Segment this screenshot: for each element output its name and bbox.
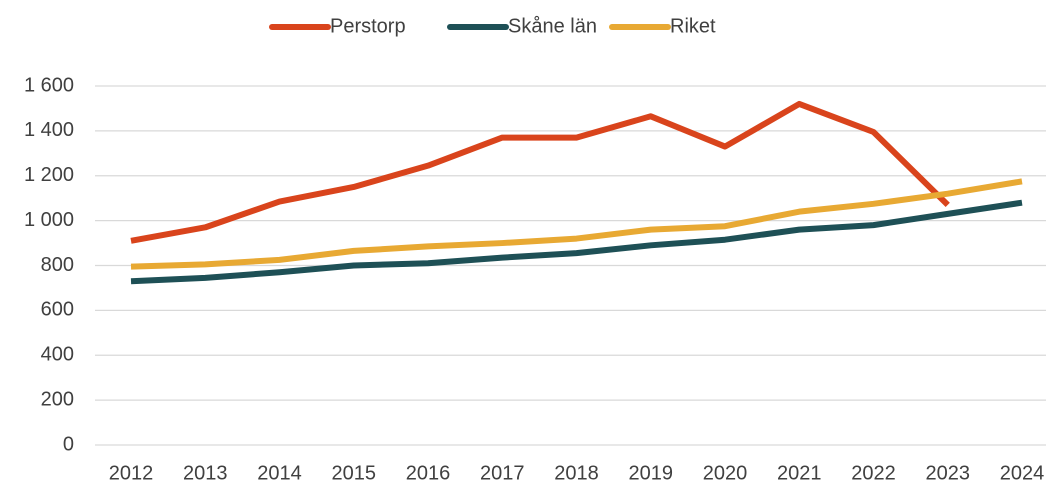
x-tick-label: 2016 (406, 462, 451, 484)
y-tick-label: 200 (41, 388, 74, 410)
y-tick-label: 600 (41, 299, 74, 321)
x-tick-label: 2024 (1000, 462, 1045, 484)
y-tick-label: 800 (41, 254, 74, 276)
x-tick-label: 2023 (926, 462, 971, 484)
y-tick-label: 1 200 (24, 164, 74, 186)
legend-label: Riket (670, 15, 716, 37)
x-tick-label: 2014 (257, 462, 302, 484)
x-tick-label: 2021 (777, 462, 822, 484)
x-tick-label: 2018 (554, 462, 599, 484)
series-line (130, 199, 1023, 285)
x-tick-label: 2012 (109, 462, 154, 484)
y-tick-label: 1 000 (24, 209, 74, 231)
x-tick-label: 2019 (629, 462, 674, 484)
y-tick-label: 1 600 (24, 74, 74, 96)
y-tick-label: 400 (41, 344, 74, 366)
x-tick-label: 2022 (851, 462, 896, 484)
series-line (130, 100, 950, 244)
legend-label: Skåne län (508, 15, 597, 37)
x-tick-label: 2013 (183, 462, 228, 484)
y-tick-label: 1 400 (24, 119, 74, 141)
x-tick-label: 2015 (332, 462, 377, 484)
y-tick-label: 0 (63, 433, 74, 455)
series-line (130, 178, 1023, 270)
x-tick-label: 2020 (703, 462, 748, 484)
legend-label: Perstorp (330, 15, 406, 37)
x-tick-label: 2017 (480, 462, 525, 484)
